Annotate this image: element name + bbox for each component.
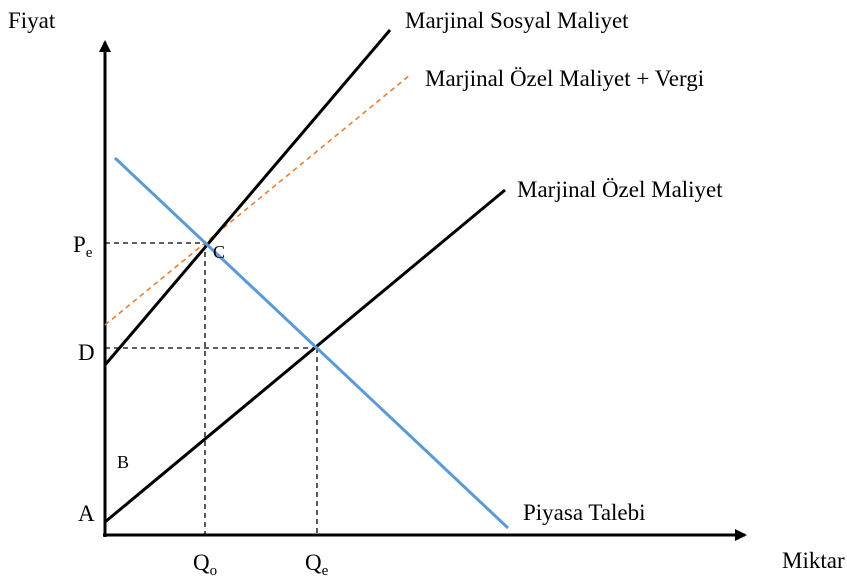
label-main: P <box>73 232 86 257</box>
label-main: Q <box>193 550 210 575</box>
point-label: C <box>213 242 225 262</box>
point-label: B <box>117 452 129 472</box>
point-label: Pe <box>73 232 93 261</box>
y-axis-label: Fiyat <box>8 8 56 33</box>
label-sub: o <box>210 563 218 579</box>
label-main: Q <box>305 550 322 575</box>
point-label: Qe <box>305 550 329 579</box>
label-sub: e <box>322 563 329 579</box>
demand-curve <box>113 156 510 530</box>
curve-label: Marjinal Özel Maliyet + Vergi <box>425 66 704 91</box>
x-axis-label: Miktar <box>782 548 845 573</box>
private-cost-curve <box>104 188 506 524</box>
point-label: D <box>78 340 95 365</box>
curve-label: Piyasa Talebi <box>523 500 646 525</box>
tax-cost-curve <box>104 74 411 326</box>
point-label: A <box>78 501 95 526</box>
label-sub: e <box>86 245 93 261</box>
guides <box>105 242 318 535</box>
point-label: Qo <box>193 550 217 579</box>
social-cost-curve <box>103 29 392 366</box>
curve-label: Marjinal Özel Maliyet <box>517 177 723 202</box>
curve-label: Marjinal Sosyal Maliyet <box>405 8 629 33</box>
